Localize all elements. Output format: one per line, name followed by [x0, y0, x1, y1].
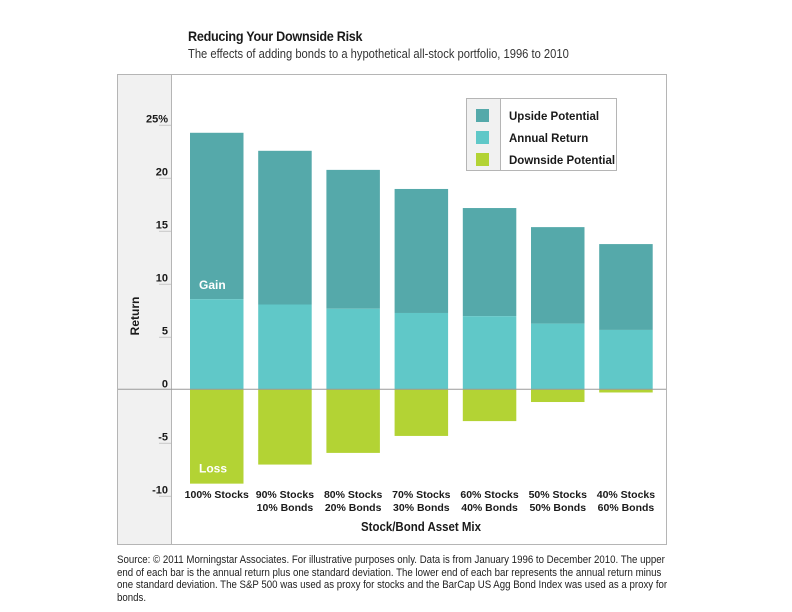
bar-group — [258, 150, 312, 465]
bar-downside-potential — [394, 389, 449, 436]
chart-subtitle: The effects of adding bonds to a hypothe… — [188, 46, 569, 61]
x-tick-label: 30% Bonds — [393, 502, 450, 514]
bar-upside-potential — [258, 150, 312, 305]
bar-annotation-loss: Loss — [199, 462, 227, 476]
bar-annual-return — [394, 312, 449, 390]
bar-upside-potential — [531, 227, 585, 324]
legend-swatch — [476, 109, 489, 122]
legend-label: Upside Potential — [509, 111, 599, 123]
bar-group — [531, 227, 585, 403]
y-tick-label: 25% — [146, 113, 168, 125]
source-note: Source: © 2011 Morningstar Associates. F… — [117, 554, 668, 604]
y-tick-label: 15 — [156, 219, 168, 231]
bar-annual-return — [258, 304, 312, 390]
bar-annual-return — [531, 323, 585, 390]
bar-annual-return — [599, 329, 653, 390]
bar-upside-potential — [599, 244, 653, 330]
bar-group — [462, 208, 517, 422]
bar-group — [190, 132, 244, 484]
x-tick-label: 60% Bonds — [598, 502, 655, 514]
y-tick-label: 0 — [162, 378, 168, 390]
legend: Upside Potential Annual Return Downside Po… — [466, 98, 617, 171]
bar-upside-potential — [462, 208, 517, 317]
bar-downside-potential — [190, 389, 244, 484]
legend-swatch — [476, 153, 489, 166]
bar-downside-potential — [462, 389, 517, 422]
bar-downside-potential — [531, 389, 585, 403]
x-tick-label: 50% Bonds — [529, 502, 586, 514]
x-axis-label: Stock/Bond Asset Mix — [361, 520, 481, 534]
bar-group — [599, 244, 653, 393]
y-tick-label: -10 — [152, 484, 168, 496]
bar-annotation-gain: Gain — [199, 278, 226, 292]
bar-downside-potential — [258, 389, 312, 465]
x-tick-label: 60% Stocks — [460, 489, 519, 501]
chart-title: Reducing Your Downside Risk — [188, 28, 363, 44]
bar-upside-potential — [326, 169, 380, 309]
x-tick-label: 10% Bonds — [257, 502, 314, 514]
legend-label: Annual Return — [509, 133, 588, 145]
x-tick-label: 40% Stocks — [597, 489, 656, 501]
x-tick-label: 80% Stocks — [324, 489, 383, 501]
bar-downside-potential — [599, 389, 653, 393]
y-tick-label: -5 — [158, 431, 168, 443]
x-tick-label: 90% Stocks — [256, 489, 315, 501]
y-tick-label: 10 — [156, 272, 168, 284]
x-tick-label: 100% Stocks — [185, 489, 249, 501]
y-tick-label: 20 — [156, 166, 168, 178]
bar-group — [394, 188, 449, 436]
x-tick-label: 40% Bonds — [461, 502, 518, 514]
bar-downside-potential — [326, 389, 380, 453]
bar-upside-potential — [190, 132, 244, 300]
y-axis-panel — [118, 75, 171, 544]
y-axis-label: Return — [128, 297, 142, 336]
y-tick-label: 5 — [162, 325, 168, 337]
legend-label: Downside Potential — [509, 155, 615, 167]
bar-annual-return — [326, 308, 380, 390]
x-tick-label: 20% Bonds — [325, 502, 382, 514]
bar-annual-return — [462, 316, 517, 390]
x-tick-label: 70% Stocks — [392, 489, 451, 501]
bar-annual-return — [190, 299, 244, 390]
x-tick-label: 50% Stocks — [529, 489, 588, 501]
bar-upside-potential — [394, 188, 449, 313]
legend-swatch — [476, 131, 489, 144]
bar-group — [326, 169, 380, 453]
